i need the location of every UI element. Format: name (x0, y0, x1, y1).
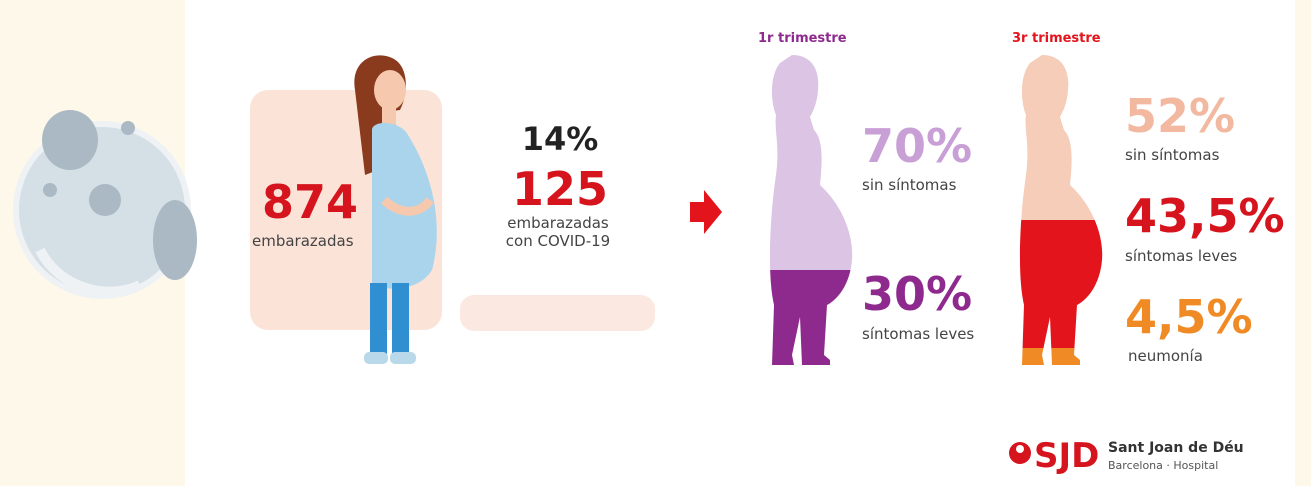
stat-label: síntomas leves (1125, 247, 1237, 265)
stat-value: 43,5% (1125, 189, 1285, 243)
stat-value: 4,5% (1125, 290, 1253, 344)
covid-label: embarazadas (507, 214, 609, 232)
silhouette (1019, 55, 1103, 365)
silhouette (769, 55, 853, 365)
stat-label: síntomas leves (862, 325, 974, 343)
stat-value: 70% (862, 119, 972, 173)
covid-panel (460, 295, 655, 331)
logo-mark: SJD (1034, 436, 1099, 476)
stat-label: neumonía (1128, 347, 1203, 365)
total-value: 874 (262, 175, 358, 229)
logo-name: Sant Joan de Déu (1108, 440, 1244, 456)
covid-value: 125 (512, 162, 608, 216)
stat-label: sin síntomas (1125, 146, 1220, 164)
covid-label: con COVID-19 (506, 232, 610, 250)
virus-moon (13, 110, 197, 299)
stat-value: 52% (1125, 89, 1235, 143)
arrow (690, 190, 722, 234)
stat-value: 30% (862, 267, 972, 321)
side-strip (1295, 0, 1311, 486)
trimester-title: 3r trimestre (1012, 31, 1101, 46)
share-value: 14% (522, 120, 599, 158)
logo-subtitle: Barcelona · Hospital (1108, 459, 1218, 472)
total-label: embarazadas (252, 232, 354, 250)
stat-label: sin síntomas (862, 176, 957, 194)
logo: SJD Sant Joan de Déu Barcelona · Hospita… (1009, 436, 1244, 476)
pregnant-woman (354, 55, 437, 364)
trimester-title: 1r trimestre (758, 31, 847, 46)
